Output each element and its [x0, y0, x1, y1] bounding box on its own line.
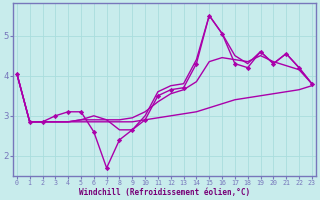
X-axis label: Windchill (Refroidissement éolien,°C): Windchill (Refroidissement éolien,°C): [79, 188, 250, 197]
